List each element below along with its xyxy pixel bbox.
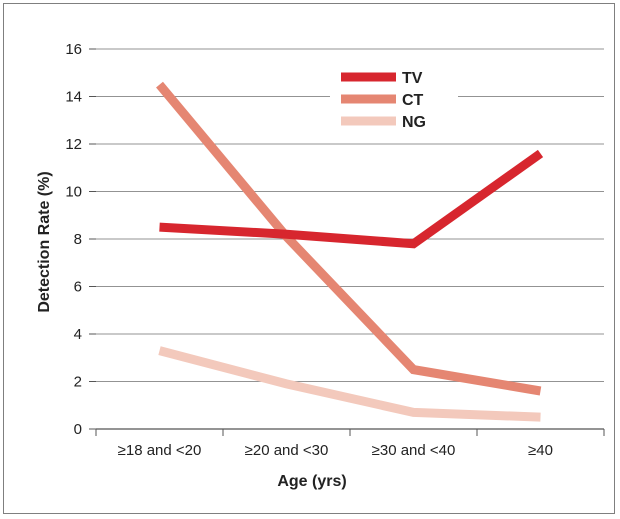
- legend: TV CT NG: [330, 64, 458, 134]
- y-tick-label: 0: [74, 421, 82, 438]
- x-tick-label: ≥18 and <20: [118, 442, 202, 459]
- chart-frame: 0 2 4 6 8 10 12 14 16 ≥18 and <20 ≥20 and <30 ≥30 …: [3, 3, 615, 514]
- y-tick-label: 6: [74, 279, 82, 296]
- series-lines: [156, 81, 544, 422]
- y-tick-label: 10: [65, 184, 82, 201]
- x-axis-title: Age (yrs): [277, 473, 346, 490]
- y-tick-label: 16: [65, 41, 82, 58]
- x-tick-label: ≥20 and <30: [245, 442, 329, 459]
- legend-label-ng: NG: [402, 114, 426, 131]
- series-line-ct: [156, 81, 542, 396]
- x-tick-label: ≥40: [528, 442, 553, 459]
- legend-label-tv: TV: [402, 70, 423, 87]
- series-line-tv: [159, 149, 544, 249]
- y-tick-label: 8: [74, 231, 82, 248]
- y-tick-label: 4: [74, 326, 82, 343]
- x-tick-label: ≥30 and <40: [372, 442, 456, 459]
- series-line-ng: [158, 346, 541, 422]
- x-tick-labels: ≥18 and <20 ≥20 and <30 ≥30 and <40 ≥40: [118, 442, 553, 459]
- legend-label-ct: CT: [402, 92, 424, 109]
- y-tick-label: 12: [65, 136, 82, 153]
- y-tick-label: 14: [65, 89, 82, 106]
- y-axis-title: Detection Rate (%): [36, 171, 53, 312]
- line-chart: 0 2 4 6 8 10 12 14 16 ≥18 and <20 ≥20 and <30 ≥30 …: [36, 41, 605, 490]
- y-tick-labels: 0 2 4 6 8 10 12 14 16: [65, 41, 82, 438]
- y-tick-label: 2: [74, 374, 82, 391]
